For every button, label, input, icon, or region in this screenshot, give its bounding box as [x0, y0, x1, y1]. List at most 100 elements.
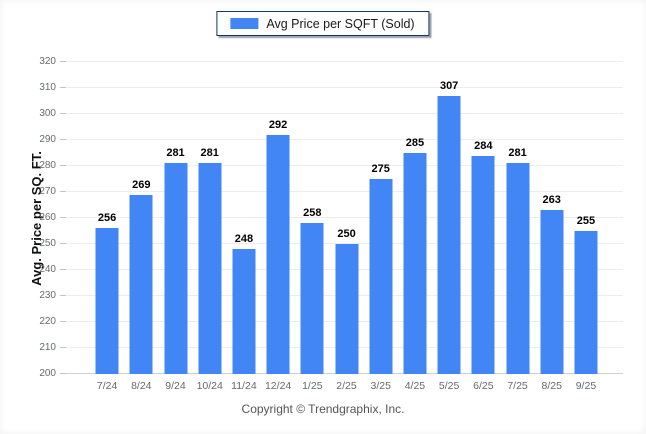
- bar-column-2/25: 250: [329, 62, 363, 374]
- y-tick-230: [60, 295, 66, 296]
- bar-value-label-9/24: 281: [166, 147, 185, 160]
- x-tick-label-2/25: 2/25: [336, 380, 357, 392]
- bar-column-7/24: 256: [90, 62, 124, 374]
- y-tick-label-240: 240: [39, 264, 56, 275]
- y-tick-270: [60, 191, 66, 192]
- y-tick-label-310: 310: [39, 82, 56, 93]
- bar-5/25[interactable]: [437, 95, 461, 374]
- bar-4/25[interactable]: [403, 153, 427, 374]
- y-tick-label-220: 220: [39, 316, 56, 327]
- bar-value-label-1/25: 258: [303, 207, 322, 220]
- gridline-260: [66, 217, 623, 218]
- y-tick-label-280: 280: [39, 160, 56, 171]
- bar-column-9/25: 255: [569, 62, 603, 374]
- bar-value-label-9/25: 255: [576, 215, 596, 227]
- bar-value-label-5/25: 307: [439, 79, 459, 92]
- gridline-300: [66, 113, 623, 114]
- y-tick-label-270: 270: [39, 186, 56, 197]
- y-tick-290: [60, 139, 66, 140]
- x-tick-label-10/24: 10/24: [196, 380, 223, 392]
- y-tick-240: [60, 269, 66, 270]
- y-tick-300: [60, 113, 66, 114]
- bar-column-6/25: 284: [466, 62, 500, 374]
- y-tick-310: [60, 87, 66, 88]
- bar-value-label-7/25: 281: [508, 147, 527, 160]
- y-tick-220: [60, 321, 66, 322]
- copyright-text: Copyright © Trendgraphix, Inc.: [241, 402, 405, 416]
- y-tick-200: [60, 373, 66, 374]
- legend[interactable]: Avg Price per SQFT (Sold): [216, 11, 430, 36]
- x-tick-label-9/25: 9/25: [575, 380, 597, 392]
- y-tick-210: [60, 347, 66, 348]
- bar-9/25[interactable]: [574, 231, 598, 374]
- gridline-270: [66, 191, 623, 192]
- legend-swatch: [230, 18, 259, 29]
- bar-7/24[interactable]: [95, 228, 119, 374]
- x-tick-label-3/25: 3/25: [370, 380, 391, 392]
- bar-value-label-8/24: 269: [132, 178, 151, 191]
- gridline-280: [66, 165, 623, 166]
- y-tick-label-260: 260: [39, 212, 56, 223]
- x-tick-label-7/25: 7/25: [507, 380, 528, 392]
- bar-value-label-6/25: 284: [474, 139, 493, 152]
- bar-column-7/25: 281: [500, 62, 534, 374]
- bar-column-9/24: 281: [158, 62, 192, 374]
- bar-column-8/25: 263: [535, 62, 569, 374]
- legend-label: Avg Price per SQFT (Sold): [266, 16, 415, 31]
- gridline-310: [66, 87, 623, 88]
- bar-column-12/24: 292: [261, 62, 295, 374]
- bar-9/24[interactable]: [164, 163, 187, 374]
- gridline-290: [66, 139, 623, 140]
- x-tick-label-12/24: 12/24: [264, 380, 292, 392]
- bar-column-11/24: 248: [227, 62, 261, 374]
- y-tick-label-250: 250: [39, 238, 56, 249]
- bar-value-label-3/25: 275: [371, 163, 390, 175]
- y-tick-label-230: 230: [39, 290, 56, 301]
- bar-8/24[interactable]: [129, 194, 153, 374]
- bar-column-10/24: 281: [193, 62, 227, 374]
- gridline-320: [66, 61, 623, 62]
- x-tick-label-8/25: 8/25: [541, 380, 562, 392]
- bars-row: 256 269 281 281 248 292 258 250 275 285 307 284 281 2…: [66, 62, 623, 374]
- bar-1/25[interactable]: [300, 223, 324, 374]
- plot-area: 200 210 220 230 240 250 260 270 280 290 300 310 320 …: [39, 57, 623, 379]
- bar-column-8/24: 269: [124, 62, 158, 374]
- gridline-250: [66, 243, 623, 244]
- y-tick-260: [60, 217, 66, 218]
- bar-7/25[interactable]: [506, 163, 530, 374]
- bar-2/25[interactable]: [335, 244, 359, 374]
- bar-3/25[interactable]: [369, 179, 393, 374]
- bar-column-1/25: 258: [295, 62, 329, 374]
- y-tick-280: [60, 165, 66, 166]
- bar-value-label-7/24: 256: [97, 212, 117, 225]
- bar-value-label-12/24: 292: [268, 118, 288, 131]
- x-axis-labels: 7/24 8/24 9/24 10/24 11/24 12/24 1/25 2/25 3/25 4…: [66, 380, 623, 392]
- bar-column-4/25: 285: [398, 62, 432, 374]
- x-tick-label-6/25: 6/25: [473, 380, 494, 392]
- bar-10/24[interactable]: [198, 163, 222, 374]
- bar-11/24[interactable]: [232, 249, 256, 374]
- x-tick-label-9/24: 9/24: [165, 380, 186, 392]
- y-tick-250: [60, 243, 66, 244]
- x-tick-label-8/24: 8/24: [131, 380, 152, 392]
- y-tick-label-300: 300: [39, 108, 56, 119]
- x-tick-label-7/24: 7/24: [96, 380, 118, 392]
- bar-value-label-2/25: 250: [337, 228, 356, 240]
- bar-value-label-10/24: 281: [200, 147, 219, 160]
- x-tick-label-1/25: 1/25: [302, 380, 323, 392]
- bar-column-5/25: 307: [432, 62, 466, 374]
- bar-value-label-11/24: 248: [234, 233, 254, 246]
- bar-value-label-8/25: 263: [542, 194, 561, 207]
- y-tick-label-210: 210: [39, 342, 56, 353]
- bar-6/25[interactable]: [471, 155, 495, 374]
- y-tick-label-200: 200: [39, 368, 56, 379]
- y-tick-label-320: 320: [39, 56, 56, 67]
- x-tick-label-11/24: 11/24: [231, 380, 257, 392]
- bar-8/25[interactable]: [540, 210, 564, 374]
- x-tick-label-4/25: 4/25: [404, 380, 426, 392]
- bar-column-3/25: 275: [364, 62, 398, 374]
- y-tick-label-290: 290: [39, 134, 56, 145]
- bar-value-label-4/25: 285: [405, 137, 425, 149]
- bar-12/24[interactable]: [266, 134, 290, 374]
